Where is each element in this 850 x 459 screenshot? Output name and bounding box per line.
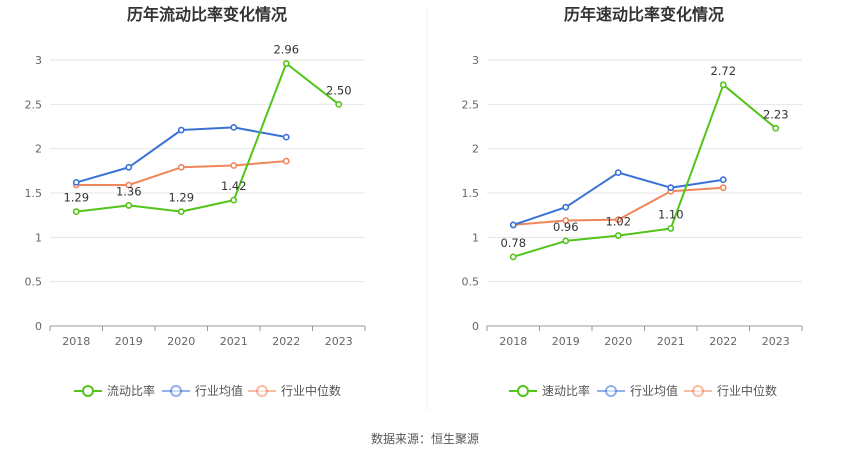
data-point [614, 169, 622, 177]
data-label: 1.42 [221, 179, 247, 193]
data-point [177, 163, 185, 171]
legend-label: 行业中位数 [281, 383, 341, 398]
data-point [562, 203, 570, 211]
data-point [667, 184, 675, 192]
legend-label: 速动比率 [542, 383, 590, 398]
y-tick-label: 2 [35, 143, 42, 156]
x-tick-label: 2020 [167, 335, 195, 348]
x-tick-label: 2022 [272, 335, 300, 348]
x-tick-label: 2018 [62, 335, 90, 348]
data-point [667, 225, 675, 232]
x-tick-label: 2020 [604, 335, 632, 348]
legend-swatch-marker [692, 385, 704, 397]
data-point [719, 184, 727, 192]
y-tick-label: 2 [472, 143, 479, 156]
data-point [230, 123, 238, 131]
x-tick-label: 2021 [220, 335, 248, 348]
data-point [614, 232, 622, 239]
series-line-0 [76, 62, 340, 213]
data-point [772, 124, 780, 132]
x-tick-label: 2018 [499, 335, 527, 348]
data-label: 2.50 [326, 83, 352, 97]
y-tick-label: 2.5 [25, 98, 43, 111]
data-label: 2.72 [710, 64, 736, 78]
legend-label: 流动比率 [107, 383, 155, 398]
chart-title: 历年速动比率变化情况 [564, 5, 724, 24]
data-point [282, 157, 290, 165]
x-tick-label: 2019 [552, 335, 580, 348]
data-point [72, 208, 80, 216]
data-point [335, 100, 343, 108]
data-label: 0.96 [553, 220, 579, 234]
data-point [282, 60, 290, 67]
x-tick-label: 2022 [709, 335, 737, 348]
data-point [614, 216, 622, 223]
y-tick-label: 0 [35, 320, 42, 333]
data-point [125, 163, 133, 171]
y-tick-label: 0 [472, 320, 479, 333]
data-point [177, 126, 185, 134]
source-label: 数据来源：恒生聚源 [371, 431, 479, 446]
series-line-0 [513, 83, 777, 258]
data-point [509, 253, 517, 261]
x-tick-label: 2023 [325, 335, 353, 348]
data-label: 1.10 [658, 207, 684, 221]
legend-label: 行业中位数 [717, 383, 777, 398]
x-tick-label: 2019 [115, 335, 143, 348]
y-tick-label: 3 [472, 54, 479, 67]
legend-swatch-marker [256, 385, 268, 397]
legend-label: 行业均值 [630, 383, 678, 398]
data-point [282, 133, 290, 141]
y-tick-label: 0.5 [462, 276, 480, 289]
chart-title: 历年流动比率变化情况 [127, 5, 287, 24]
data-point [72, 178, 80, 186]
legend-swatch-marker [170, 385, 182, 397]
legend-swatch-marker [605, 385, 617, 397]
data-label: 1.29 [63, 191, 89, 205]
data-point [719, 176, 727, 184]
y-tick-label: 2.5 [462, 98, 480, 111]
y-tick-label: 1 [35, 231, 42, 244]
data-point [562, 237, 570, 245]
data-point [509, 221, 517, 229]
data-label: 1.36 [116, 184, 142, 198]
y-tick-label: 1.5 [25, 187, 43, 200]
x-tick-label: 2023 [762, 335, 790, 348]
data-label: 0.78 [500, 236, 526, 250]
data-point [230, 196, 238, 204]
data-label: 1.02 [605, 215, 631, 229]
series-line-1 [76, 126, 287, 184]
data-label: 2.23 [763, 107, 789, 121]
y-tick-label: 3 [35, 54, 42, 67]
data-point [125, 181, 133, 189]
y-tick-label: 1.5 [462, 187, 480, 200]
y-tick-label: 0.5 [25, 276, 43, 289]
data-label: 2.96 [273, 43, 299, 57]
legend-swatch-marker [82, 385, 94, 397]
legend-swatch-marker [517, 385, 529, 397]
legend-label: 行业均值 [195, 383, 243, 398]
x-tick-label: 2021 [657, 335, 685, 348]
data-point [125, 202, 133, 209]
data-label: 1.29 [168, 191, 194, 205]
data-point [230, 162, 238, 169]
data-point [562, 217, 570, 224]
data-point [719, 81, 727, 89]
y-tick-label: 1 [472, 231, 479, 244]
data-point [177, 208, 185, 216]
